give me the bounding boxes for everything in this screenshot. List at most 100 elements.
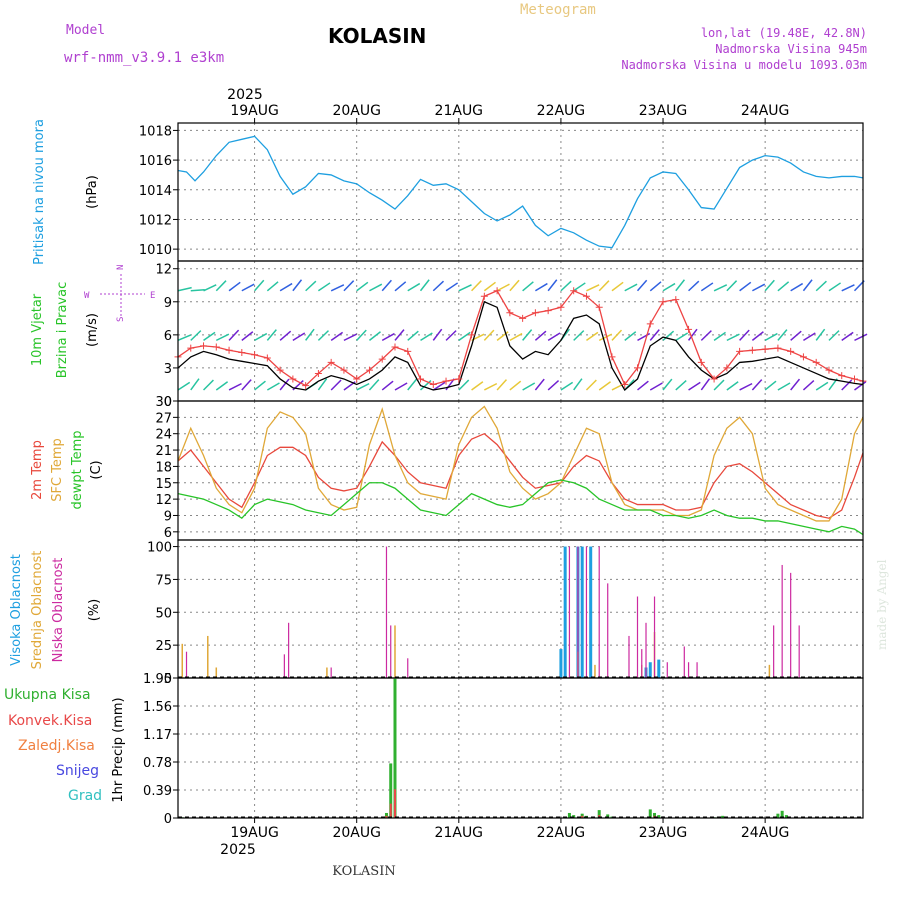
wind-barb bbox=[726, 333, 740, 342]
wind-barb bbox=[662, 378, 673, 391]
wind-barb bbox=[394, 329, 405, 341]
wind-barb bbox=[547, 332, 561, 342]
wind-barb bbox=[241, 283, 255, 292]
wind-barb bbox=[177, 381, 191, 391]
wind-barb bbox=[317, 330, 329, 341]
cloud-ytick-label: 50 bbox=[155, 606, 172, 621]
wind-barb bbox=[394, 382, 408, 391]
wind-barb bbox=[330, 379, 342, 391]
gust-marker bbox=[799, 353, 807, 361]
wind-barb bbox=[420, 332, 433, 342]
cloud-bar-srednja-oblacnost bbox=[326, 667, 328, 678]
model-elevation-text: Nadmorska Visina u modelu 1093.03m bbox=[621, 58, 867, 72]
pressure-ytick-label: 1016 bbox=[139, 154, 172, 169]
wind-barb bbox=[356, 382, 370, 391]
cloud-label-3: Niska Oblacnost bbox=[51, 558, 66, 663]
wind-panel: 0 3 6 9 12 bbox=[155, 260, 868, 410]
wind-barb bbox=[509, 279, 520, 292]
wind-barb bbox=[688, 280, 700, 292]
wind-barb bbox=[317, 282, 331, 292]
cloud-panel: 0 25 50 75 100 bbox=[147, 539, 864, 687]
temp-unit: (C) bbox=[89, 460, 104, 479]
cloud-bar-srednja-oblacnost bbox=[594, 664, 596, 678]
wind-barb bbox=[649, 281, 662, 292]
wind-barb bbox=[802, 380, 815, 391]
cloud-bar-niska-oblacnost bbox=[683, 646, 685, 678]
precip-bar-ukupna-kisa bbox=[597, 810, 601, 818]
wind-barb bbox=[790, 378, 801, 391]
gust-marker bbox=[238, 349, 246, 356]
wind-barb bbox=[241, 331, 254, 341]
wind-barb bbox=[586, 331, 599, 341]
cloud-bar-niska-oblacnost bbox=[585, 546, 588, 678]
wind-barb bbox=[368, 379, 380, 391]
gust-marker bbox=[748, 346, 756, 354]
temp-ytick-label: 27 bbox=[155, 411, 172, 426]
wind-barb bbox=[662, 282, 676, 292]
wind-barb bbox=[483, 329, 495, 341]
gust-marker bbox=[723, 364, 731, 372]
pressure-label: Pritisak na nivou mora bbox=[32, 119, 47, 265]
gust-marker bbox=[468, 331, 476, 339]
wind-barb bbox=[177, 334, 192, 342]
cloud-bar-niska-oblacnost bbox=[385, 546, 388, 678]
wind-barb bbox=[560, 381, 574, 391]
cloud-bar-visoka-oblacnost bbox=[648, 662, 652, 678]
wind-barb bbox=[828, 282, 841, 292]
cloud-bar-niska-oblacnost bbox=[568, 546, 571, 678]
precip-bar-konvek-kisa bbox=[581, 815, 584, 818]
wind-line-gust bbox=[177, 289, 864, 387]
wind-barb bbox=[190, 378, 200, 391]
wind-barb bbox=[394, 281, 407, 292]
wind-barb bbox=[381, 279, 392, 292]
gust-marker bbox=[570, 287, 578, 295]
temp-label-1: 2m Temp bbox=[30, 440, 45, 500]
compass-south: S bbox=[116, 317, 126, 322]
legend-convective-rain: Konvek.Kisa bbox=[8, 713, 92, 729]
wind-label-2: Brzina i Pravac bbox=[55, 282, 70, 379]
cloud-bar-niska-oblacnost bbox=[666, 662, 668, 678]
wind-barb bbox=[266, 382, 280, 391]
gust-marker bbox=[787, 347, 795, 355]
gust-marker bbox=[838, 372, 846, 380]
watermark: made by Angel bbox=[875, 559, 889, 650]
precip-unit: 1hr Precip (mm) bbox=[111, 697, 126, 802]
wind-line-avg-wind bbox=[177, 300, 864, 391]
gust-marker bbox=[353, 375, 361, 383]
temp-ytick-label: 9 bbox=[164, 509, 172, 524]
wind-barb bbox=[560, 280, 572, 292]
gust-marker bbox=[519, 314, 527, 322]
side-labels: Pritisak na nivou mora (hPa) 10m Vjetar … bbox=[4, 119, 155, 804]
wind-barb bbox=[598, 381, 611, 391]
precip-bar-ukupna-kisa bbox=[780, 810, 784, 818]
wind-barb bbox=[790, 282, 804, 292]
wind-barb bbox=[713, 379, 725, 391]
pressure-unit: (hPa) bbox=[85, 175, 100, 209]
gust-marker bbox=[506, 309, 514, 317]
gust-marker bbox=[850, 375, 858, 383]
cloud-bar-niska-oblacnost bbox=[645, 622, 647, 678]
cloud-frame bbox=[177, 539, 864, 679]
gust-marker bbox=[582, 292, 590, 300]
wind-barb bbox=[751, 331, 764, 341]
legend-total-rain: Ukupna Kisa bbox=[4, 687, 91, 703]
wind-barb bbox=[471, 280, 482, 292]
legend-frozen-rain: Zaledj.Kisa bbox=[18, 738, 95, 754]
wind-barb bbox=[266, 281, 279, 292]
wind-barb bbox=[586, 284, 600, 292]
gust-marker bbox=[302, 382, 310, 390]
gust-marker bbox=[251, 351, 259, 359]
gust-marker bbox=[659, 298, 667, 306]
wind-barb bbox=[279, 282, 293, 292]
temp-line-dewpt-temp bbox=[177, 479, 864, 536]
precip-bar-konvek-kisa bbox=[385, 815, 388, 818]
wind-barb bbox=[649, 382, 663, 391]
wind-barb bbox=[547, 380, 560, 391]
wind-barb bbox=[637, 332, 651, 342]
precip-bar-konvek-kisa bbox=[393, 789, 396, 818]
temp-ytick-label: 12 bbox=[155, 493, 172, 508]
gust-marker bbox=[391, 343, 399, 351]
wind-barb bbox=[215, 280, 227, 292]
